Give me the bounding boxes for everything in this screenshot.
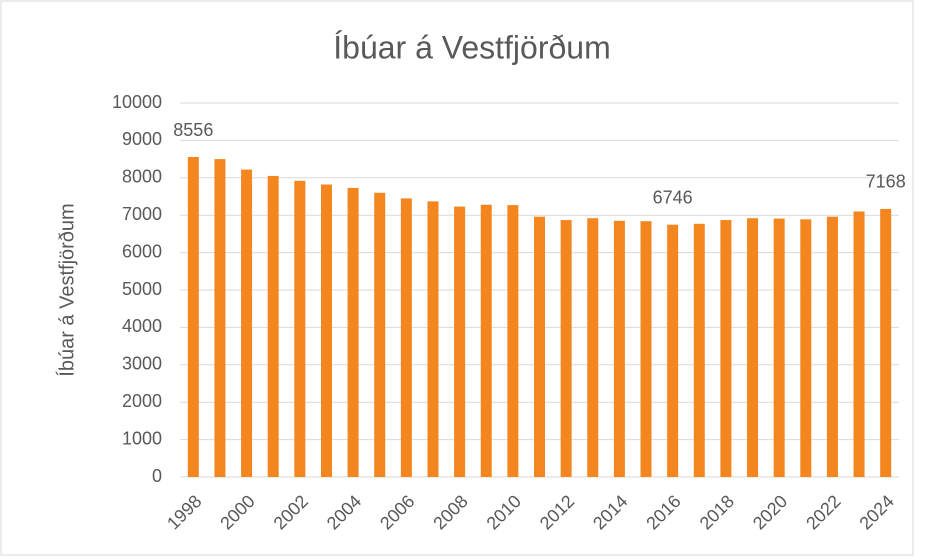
bar (294, 180, 306, 478)
bar (587, 218, 599, 477)
data-label: 6746 (653, 187, 693, 207)
y-tick-label: 1000 (122, 428, 162, 448)
bar (320, 184, 332, 478)
y-tick-label: 7000 (122, 204, 162, 224)
y-axis-label: Íbúar á Vestfjörðum (55, 203, 78, 376)
bar (640, 221, 652, 477)
bar (534, 216, 545, 478)
bar (720, 220, 732, 477)
bar (880, 208, 892, 477)
y-tick-label: 0 (152, 466, 162, 486)
bar (773, 218, 785, 478)
y-tick-label: 8000 (122, 167, 162, 187)
y-tick-label: 5000 (122, 279, 162, 299)
bar (347, 187, 359, 477)
bar (613, 220, 625, 477)
bar (853, 211, 865, 477)
y-tick-label: 2000 (122, 391, 162, 411)
bar (800, 219, 812, 477)
y-tick-label: 3000 (122, 354, 162, 374)
data-label: 8556 (173, 120, 213, 140)
bar (454, 206, 466, 477)
bar (693, 223, 705, 477)
y-tick-label: 9000 (122, 129, 162, 149)
bar (427, 201, 439, 477)
bar (826, 216, 838, 478)
bar (187, 157, 199, 477)
y-tick-label: 6000 (122, 241, 162, 261)
data-label: 7168 (866, 172, 906, 192)
y-tick-label: 4000 (122, 316, 162, 336)
bar (667, 224, 679, 477)
bar (241, 169, 253, 477)
y-tick-label: 10000 (112, 92, 162, 112)
bar (560, 220, 572, 477)
bar (214, 159, 226, 477)
bar (480, 204, 492, 477)
chart-title: Íbúar á Vestfjörðum (333, 29, 610, 65)
bar (374, 192, 386, 477)
bar (507, 205, 519, 478)
bar (267, 175, 279, 477)
bar (400, 198, 412, 477)
bar (747, 218, 759, 477)
